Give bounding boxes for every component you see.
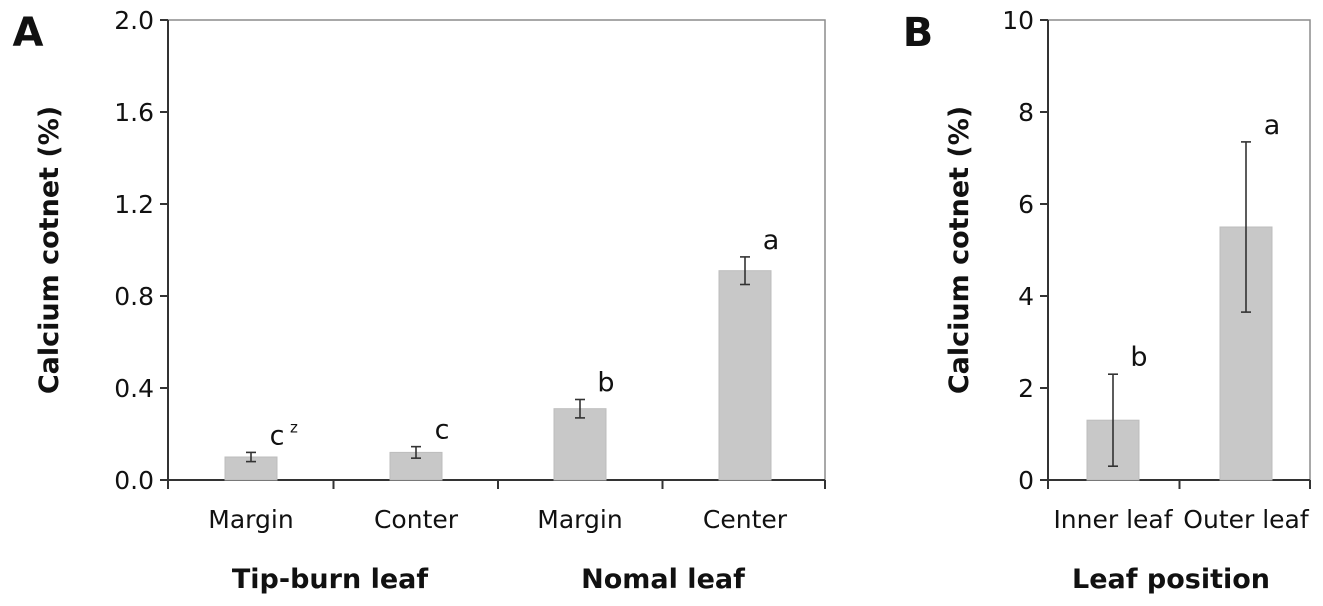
significance-letter-1: c: [435, 415, 450, 446]
y-tick-label: 0: [1018, 466, 1034, 495]
y-tick-label: 0.0: [114, 466, 154, 495]
x-group-label-0: Tip-burn leaf: [232, 564, 428, 595]
x-category-label-3: Center: [703, 505, 788, 534]
x-category-label-1: Outer leaf: [1183, 505, 1310, 534]
bar-2: [553, 408, 607, 481]
bar-3: [718, 270, 772, 481]
significance-letter-1: a: [1264, 110, 1281, 141]
x-category-label-0: Margin: [208, 505, 293, 534]
y-tick-label: 4: [1018, 282, 1034, 311]
y-axis-label: Calcium cotnet (%): [34, 106, 65, 394]
y-tick-label: 10: [1002, 6, 1034, 35]
x-category-label-0: Inner leaf: [1053, 505, 1173, 534]
y-tick-label: 6: [1018, 190, 1034, 219]
y-tick-label: 1.2: [114, 190, 154, 219]
significance-letter-3: a: [763, 225, 780, 256]
x-axis-label: Leaf position: [1072, 564, 1270, 595]
panel-letter-B: B: [903, 10, 934, 56]
y-tick-label: 2.0: [114, 6, 154, 35]
significance-letter-0: c: [270, 420, 285, 451]
significance-letter-0: b: [1130, 342, 1147, 373]
y-tick-label: 0.4: [114, 374, 154, 403]
x-category-label-2: Margin: [537, 505, 622, 534]
y-tick-label: 0.8: [114, 282, 154, 311]
y-tick-label: 8: [1018, 98, 1034, 127]
y-tick-label: 1.6: [114, 98, 154, 127]
significance-letter-2: b: [597, 368, 614, 399]
y-tick-label: 2: [1018, 374, 1034, 403]
x-group-label-1: Nomal leaf: [581, 564, 745, 595]
y-axis-label: Calcium cotnet (%): [944, 106, 975, 394]
panel-letter-A: A: [13, 10, 44, 56]
x-category-label-1: Conter: [374, 505, 459, 534]
significance-superscript-0: z: [290, 418, 298, 436]
